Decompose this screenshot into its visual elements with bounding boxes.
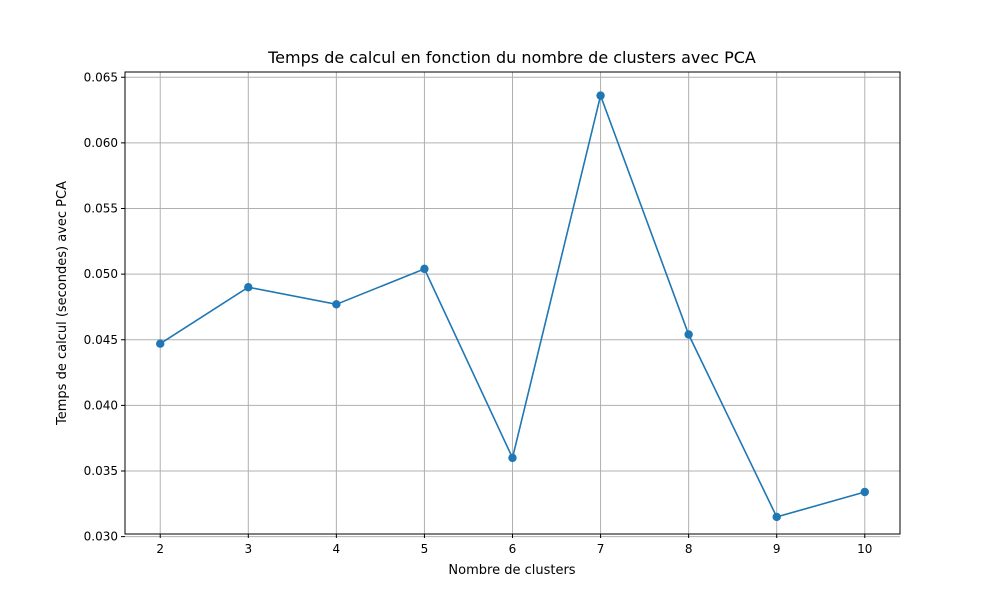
x-tick-label: 9 bbox=[773, 542, 781, 556]
x-tick-label: 10 bbox=[857, 542, 872, 556]
data-point bbox=[684, 330, 693, 339]
data-point bbox=[596, 91, 605, 100]
x-tick-label: 6 bbox=[509, 542, 517, 556]
plot-frame bbox=[124, 71, 901, 535]
y-tick-label: 0.045 bbox=[84, 333, 118, 347]
x-tick-label: 2 bbox=[156, 542, 164, 556]
x-axis-label: Nombre de clusters bbox=[448, 563, 575, 578]
y-axis-ticks: 0.030 0.035 0.040 0.045 0.050 0.055 0.060 0.065 bbox=[84, 70, 125, 544]
y-tick-label: 0.050 bbox=[84, 267, 118, 281]
data-point bbox=[244, 283, 253, 292]
x-tick-label: 7 bbox=[597, 542, 605, 556]
x-axis-ticks: 2 3 4 5 6 7 8 9 10 bbox=[156, 534, 872, 556]
x-tick-label: 5 bbox=[421, 542, 429, 556]
data-point bbox=[508, 453, 517, 463]
data-point bbox=[332, 300, 341, 309]
data-point bbox=[420, 264, 429, 274]
y-axis-label: Temps de calcul (secondes) avec PCA bbox=[55, 181, 70, 426]
x-tick-label: 8 bbox=[685, 542, 693, 556]
data-point bbox=[156, 339, 165, 348]
y-tick-label: 0.035 bbox=[84, 464, 118, 478]
chart-title: Temps de calcul en fonction du nombre de… bbox=[267, 48, 756, 67]
x-tick-label: 3 bbox=[244, 542, 252, 556]
y-tick-label: 0.040 bbox=[84, 398, 118, 412]
y-tick-label: 0.060 bbox=[84, 136, 118, 150]
y-tick-label: 0.065 bbox=[84, 70, 118, 84]
data-point bbox=[772, 512, 781, 522]
data-series bbox=[156, 91, 869, 522]
y-tick-label: 0.030 bbox=[84, 530, 118, 544]
data-point bbox=[860, 487, 869, 497]
x-tick-label: 4 bbox=[333, 542, 341, 556]
y-tick-label: 0.055 bbox=[84, 202, 118, 216]
